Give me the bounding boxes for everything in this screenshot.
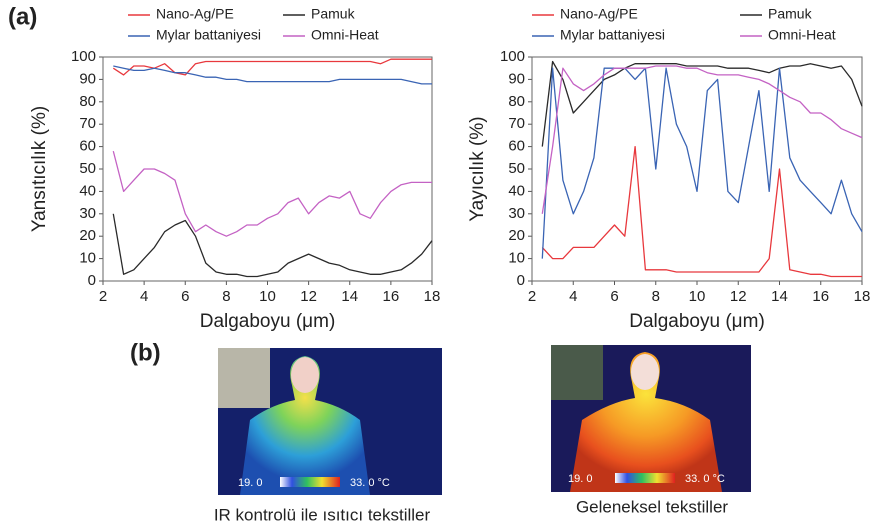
x-tick-label: 16 xyxy=(383,288,400,305)
y-tick-label: 30 xyxy=(508,205,525,222)
legend-label: Mylar battaniyesi xyxy=(560,27,665,43)
y-tick-label: 60 xyxy=(79,138,96,155)
legend-label: Mylar battaniyesi xyxy=(156,27,261,43)
legend-label: Nano-Ag/PE xyxy=(560,6,638,22)
series-line xyxy=(113,65,432,85)
y-tick-label: 90 xyxy=(79,70,96,87)
y-tick-label: 20 xyxy=(79,227,96,244)
y-tick-label: 40 xyxy=(79,182,96,199)
x-tick-label: 6 xyxy=(610,288,618,305)
x-tick-label: 16 xyxy=(812,288,829,305)
x-tick-label: 2 xyxy=(528,288,536,305)
y-tick-label: 90 xyxy=(508,70,525,87)
series-line xyxy=(541,65,863,214)
x-tick-label: 4 xyxy=(140,288,148,305)
plot-frame xyxy=(102,56,433,282)
x-tick-label: 10 xyxy=(259,288,276,305)
x-tick-label: 2 xyxy=(99,288,107,305)
y-tick-label: 80 xyxy=(79,93,96,110)
x-axis-label: Dalgaboyu (μm) xyxy=(200,311,336,332)
x-tick-label: 8 xyxy=(652,288,660,305)
series-line xyxy=(541,67,863,259)
x-tick-label: 6 xyxy=(181,288,189,305)
y-tick-label: 100 xyxy=(500,48,525,65)
scale-min: 19. 0 xyxy=(238,477,262,489)
x-tick-label: 12 xyxy=(300,288,317,305)
x-tick-label: 12 xyxy=(730,288,747,305)
y-tick-label: 30 xyxy=(79,205,96,222)
series-line xyxy=(541,60,863,147)
y-tick-label: 0 xyxy=(517,272,525,289)
image-caption: IR kontrolü ile ısıtıcı tekstiller xyxy=(214,505,431,524)
y-axis-label: Yansıtıcılık (%) xyxy=(29,106,50,232)
y-tick-label: 70 xyxy=(79,115,96,132)
series-line xyxy=(112,150,432,237)
y-tick-label: 10 xyxy=(508,250,525,267)
legend-label: Omni-Heat xyxy=(768,27,836,43)
y-axis-label: Yayıcılık (%) xyxy=(467,116,488,221)
y-tick-label: 0 xyxy=(88,272,96,289)
legend-label: Pamuk xyxy=(768,6,813,22)
panel-label: (a) xyxy=(8,3,37,30)
y-tick-label: 100 xyxy=(71,48,96,65)
image-caption: Geleneksel tekstiller xyxy=(576,497,728,516)
panel-label: (b) xyxy=(130,339,161,366)
y-tick-label: 10 xyxy=(79,250,96,267)
x-tick-label: 14 xyxy=(341,288,358,305)
x-tick-label: 18 xyxy=(424,288,441,305)
legend-label: Pamuk xyxy=(311,6,356,22)
y-tick-label: 40 xyxy=(508,182,525,199)
y-tick-label: 80 xyxy=(508,93,525,110)
y-tick-label: 50 xyxy=(79,160,96,177)
plot-frame xyxy=(531,56,863,282)
scale-max: 33. 0 °C xyxy=(685,473,725,485)
y-tick-label: 70 xyxy=(508,115,525,132)
x-tick-label: 4 xyxy=(569,288,577,305)
legend-label: Nano-Ag/PE xyxy=(156,6,234,22)
x-tick-label: 10 xyxy=(689,288,706,305)
legend-label: Omni-Heat xyxy=(311,27,379,43)
y-tick-label: 50 xyxy=(508,160,525,177)
series-line xyxy=(112,213,433,278)
scale-max: 33. 0 °C xyxy=(350,477,390,489)
series-line xyxy=(541,145,862,278)
series-line xyxy=(112,58,432,76)
thermal-image: 19. 0 33. 0 °C xyxy=(218,348,442,495)
x-tick-label: 18 xyxy=(854,288,871,305)
x-axis-label: Dalgaboyu (μm) xyxy=(629,311,765,332)
thermal-image: 19. 0 33. 0 °C xyxy=(551,345,751,492)
y-tick-label: 60 xyxy=(508,138,525,155)
y-tick-label: 20 xyxy=(508,227,525,244)
x-tick-label: 8 xyxy=(222,288,230,305)
scale-min: 19. 0 xyxy=(568,473,592,485)
x-tick-label: 14 xyxy=(771,288,788,305)
